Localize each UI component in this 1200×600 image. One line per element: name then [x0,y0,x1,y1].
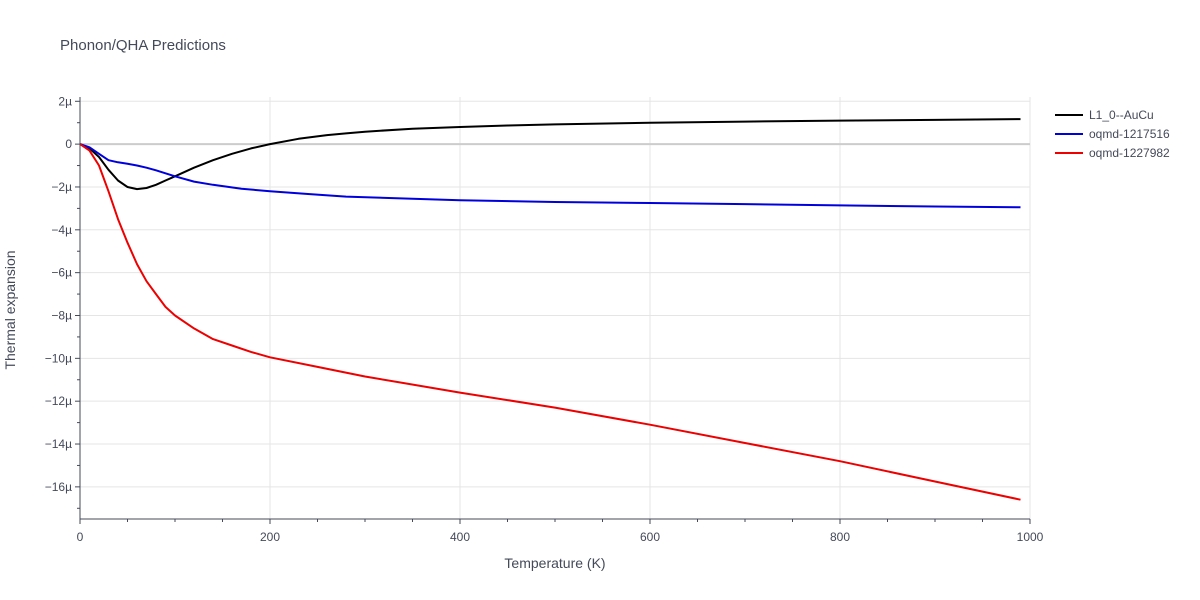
y-tick-label: −4µ [51,223,72,237]
series-line-2 [79,143,1021,501]
chart-title: Phonon/QHA Predictions [60,37,226,54]
y-tick-label: 2µ [58,94,72,108]
series-line-0 [79,118,1021,191]
y-tick-label: −10µ [45,351,72,365]
legend-label: oqmd-1217516 [1089,127,1170,141]
x-tick-label: 1000 [1017,530,1044,544]
series-line-1 [79,143,1021,209]
legend-label: oqmd-1227982 [1089,146,1170,160]
y-tick-label: 0 [65,137,72,151]
grid [80,97,1031,519]
y-tick-label: −6µ [51,266,72,280]
y-axis-label: Thermal expansion [2,250,18,369]
y-tick-label: −16µ [45,480,72,494]
y-tick-label: −2µ [51,180,72,194]
x-tick-label: 800 [830,530,850,544]
y-tick-label: −12µ [45,394,72,408]
x-tick-label: 400 [450,530,470,544]
x-tick-label: 600 [640,530,660,544]
legend: L1_0--AuCu oqmd-1217516 oqmd-1227982 [1055,108,1170,160]
axes: 0 200 400 600 800 1000 2µ 0 −2µ −4µ −6µ −8µ −10µ −12µ… [45,94,1044,544]
x-tick-label: 200 [260,530,280,544]
x-tick-label: 0 [77,530,84,544]
y-tick-label: −14µ [45,437,72,451]
legend-label: L1_0--AuCu [1089,108,1154,122]
x-axis-label: Temperature (K) [504,555,605,571]
y-tick-label: −8µ [51,308,72,322]
series-layer [79,118,1021,501]
